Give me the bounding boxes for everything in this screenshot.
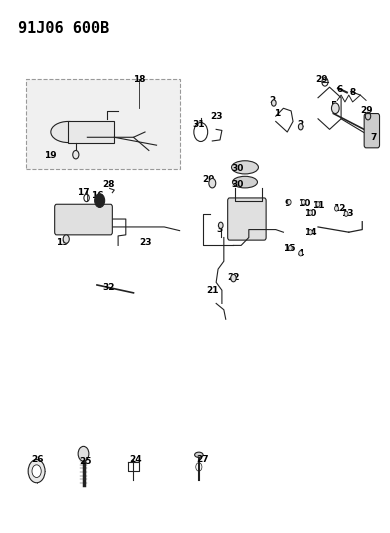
Text: 25: 25 [79,457,92,466]
Circle shape [287,199,291,205]
Text: 30: 30 [231,164,243,173]
Text: 9: 9 [284,199,291,208]
Ellipse shape [195,452,203,457]
Circle shape [73,150,79,159]
Text: 20: 20 [202,175,214,184]
Text: 19: 19 [56,238,69,247]
Text: 2: 2 [298,119,304,128]
Circle shape [335,206,339,211]
FancyBboxPatch shape [228,198,266,240]
Ellipse shape [232,161,259,174]
Text: 8: 8 [349,88,356,97]
Circle shape [316,201,320,207]
Circle shape [95,193,105,207]
Circle shape [344,211,348,216]
Text: 28: 28 [102,180,115,189]
Text: 10: 10 [304,209,317,218]
Text: 19: 19 [44,151,57,160]
Text: 26: 26 [31,455,44,464]
Circle shape [28,459,45,483]
Text: 18: 18 [133,75,145,84]
Ellipse shape [232,176,257,188]
Text: 13: 13 [340,209,353,218]
Circle shape [332,103,339,114]
Text: 30: 30 [231,180,243,189]
Text: 16: 16 [91,191,103,200]
Text: 23: 23 [210,112,222,120]
Text: 29: 29 [360,107,372,116]
Text: 21: 21 [206,286,218,295]
FancyBboxPatch shape [26,79,180,169]
Circle shape [289,245,292,251]
Text: 17: 17 [77,188,90,197]
Text: 32: 32 [102,283,115,292]
Text: 91J06 600B: 91J06 600B [18,21,110,36]
FancyBboxPatch shape [55,204,112,235]
Circle shape [308,210,312,215]
Circle shape [308,230,312,235]
Circle shape [301,199,305,205]
Circle shape [209,179,216,188]
Text: 24: 24 [129,455,142,464]
Text: 2: 2 [269,96,275,105]
Text: 3: 3 [217,225,223,234]
Text: 15: 15 [283,244,296,253]
FancyBboxPatch shape [364,114,379,148]
Text: 7: 7 [370,133,377,142]
Text: 1: 1 [275,109,281,118]
Text: 23: 23 [139,238,151,247]
Text: 27: 27 [197,455,209,464]
Circle shape [78,446,89,461]
Text: 10: 10 [298,199,311,208]
Text: 31: 31 [193,119,205,128]
Circle shape [298,124,303,130]
Ellipse shape [51,122,85,142]
Text: 4: 4 [298,249,304,258]
Circle shape [32,465,41,478]
Text: 11: 11 [312,201,324,211]
Circle shape [271,100,276,106]
Text: 5: 5 [330,101,337,110]
Text: 14: 14 [304,228,317,237]
Circle shape [218,222,223,229]
Text: 6: 6 [336,85,342,94]
Text: 22: 22 [227,272,240,281]
Circle shape [231,274,236,282]
Circle shape [63,235,69,243]
Text: 29: 29 [316,75,328,84]
Text: 12: 12 [333,204,346,213]
Circle shape [299,251,303,256]
FancyBboxPatch shape [68,122,114,142]
